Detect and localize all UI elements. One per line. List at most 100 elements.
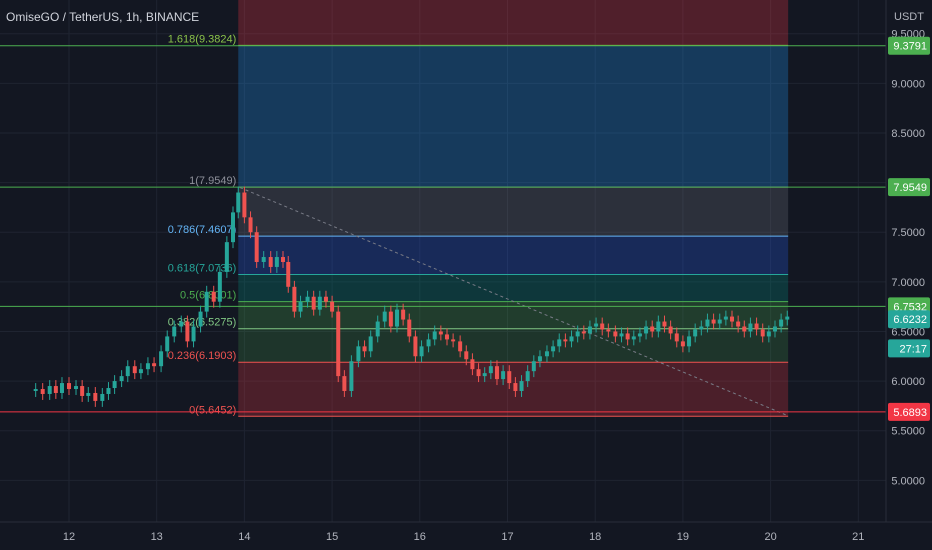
candle-body (298, 301, 303, 312)
candle-body (336, 311, 341, 377)
candle-body (482, 373, 487, 377)
candle-body (53, 386, 58, 393)
candle-body (198, 311, 203, 327)
fib-zone (238, 274, 789, 302)
y-tick-label: 5.5000 (891, 426, 925, 438)
candle-body (106, 388, 111, 394)
y-tick-label: 5.0000 (891, 475, 925, 487)
candle-body (432, 331, 437, 340)
y-tick-label: 7.5000 (891, 227, 925, 239)
candle-body (766, 331, 771, 337)
candle-body (230, 212, 235, 243)
axis-unit: USDT (894, 11, 924, 23)
candle-body (305, 296, 310, 302)
candle-body (594, 323, 599, 327)
candle-body (323, 296, 328, 302)
candle-body (330, 301, 335, 312)
candle-body (551, 346, 556, 352)
candle-body (730, 316, 735, 322)
x-tick-label: 20 (764, 531, 776, 543)
candle-body (606, 329, 611, 332)
candle-body (407, 319, 412, 337)
x-tick-label: 15 (326, 531, 338, 543)
fib-zone (238, 362, 789, 417)
candle-body (47, 386, 52, 394)
candle-body (362, 346, 367, 352)
candle-body (132, 366, 137, 374)
candle-body (760, 329, 765, 337)
candle-body (242, 192, 247, 218)
x-tick-label: 14 (238, 531, 250, 543)
candle-body (650, 326, 655, 332)
candle-body (507, 371, 512, 384)
candle-body (211, 291, 216, 302)
candle-body (569, 336, 574, 342)
fib-level-label: 0.618(7.0736) (168, 263, 237, 275)
candle-body (40, 389, 45, 394)
price-badge-label: 9.3791 (893, 41, 927, 53)
candle-body (754, 323, 759, 330)
candle-body (159, 351, 164, 367)
candle-body (464, 351, 469, 360)
candle-body (513, 383, 518, 392)
candle-body (119, 376, 124, 382)
y-tick-label: 6.5000 (891, 326, 925, 338)
candle-body (736, 321, 741, 327)
candle-body (342, 376, 347, 392)
x-tick-label: 12 (63, 531, 75, 543)
candle-body (544, 351, 549, 357)
candle-body (413, 336, 418, 357)
candle-body (112, 381, 117, 389)
candle-body (444, 334, 449, 340)
candle-body (537, 356, 542, 362)
candle-body (33, 389, 38, 392)
candle-body (224, 242, 229, 272)
fib-zone (238, 45, 789, 188)
candle-body (286, 261, 291, 287)
price-badge-label: 7.9549 (893, 182, 927, 194)
x-tick-label: 17 (501, 531, 513, 543)
candle-body (152, 363, 157, 367)
candle-body (687, 336, 692, 347)
candle-body (261, 257, 266, 262)
candle-body (165, 336, 170, 352)
candle-body (236, 192, 241, 213)
candle-body (693, 329, 698, 337)
fib-level-label: 0(5.6452) (189, 404, 236, 416)
candle-body (438, 331, 443, 335)
candle-body (356, 346, 361, 362)
candle-body (680, 341, 685, 347)
candle-body (86, 392, 91, 396)
x-tick-label: 18 (589, 531, 601, 543)
candle-body (575, 331, 580, 337)
fib-zone (238, 236, 789, 275)
x-tick-label: 13 (151, 531, 163, 543)
candle-body (600, 323, 605, 330)
candle-body (501, 371, 506, 380)
candle-body (613, 331, 618, 337)
fib-zone-top (238, 0, 789, 46)
candle-body (494, 366, 499, 380)
price-axis: USDT 5.0000 5.5000 6.0000 6.5000 7.0000 7.5000… (885, 0, 932, 550)
fib-retracement: 1.618(9.3824) 1(7.9549) 0.786(7.4607) 0.618… (168, 0, 789, 417)
candle-body (100, 393, 105, 401)
candle-body (587, 326, 592, 334)
price-badge (888, 339, 930, 358)
candle-body (742, 326, 747, 332)
candle-body (248, 217, 253, 233)
candle-body (368, 336, 373, 352)
x-tick-label: 16 (414, 531, 426, 543)
candle-body (563, 339, 568, 342)
price-badge (888, 402, 930, 421)
x-tick-label: 21 (852, 531, 864, 543)
price-badge (888, 36, 930, 55)
candle-body (80, 386, 85, 396)
candle-body (619, 333, 624, 337)
candle-body (311, 296, 316, 310)
candle-body (394, 309, 399, 327)
chart-title: OmiseGO / TetherUS, 1h, BINANCE (6, 10, 200, 24)
candle-body (185, 321, 190, 342)
candle-body (145, 363, 150, 370)
